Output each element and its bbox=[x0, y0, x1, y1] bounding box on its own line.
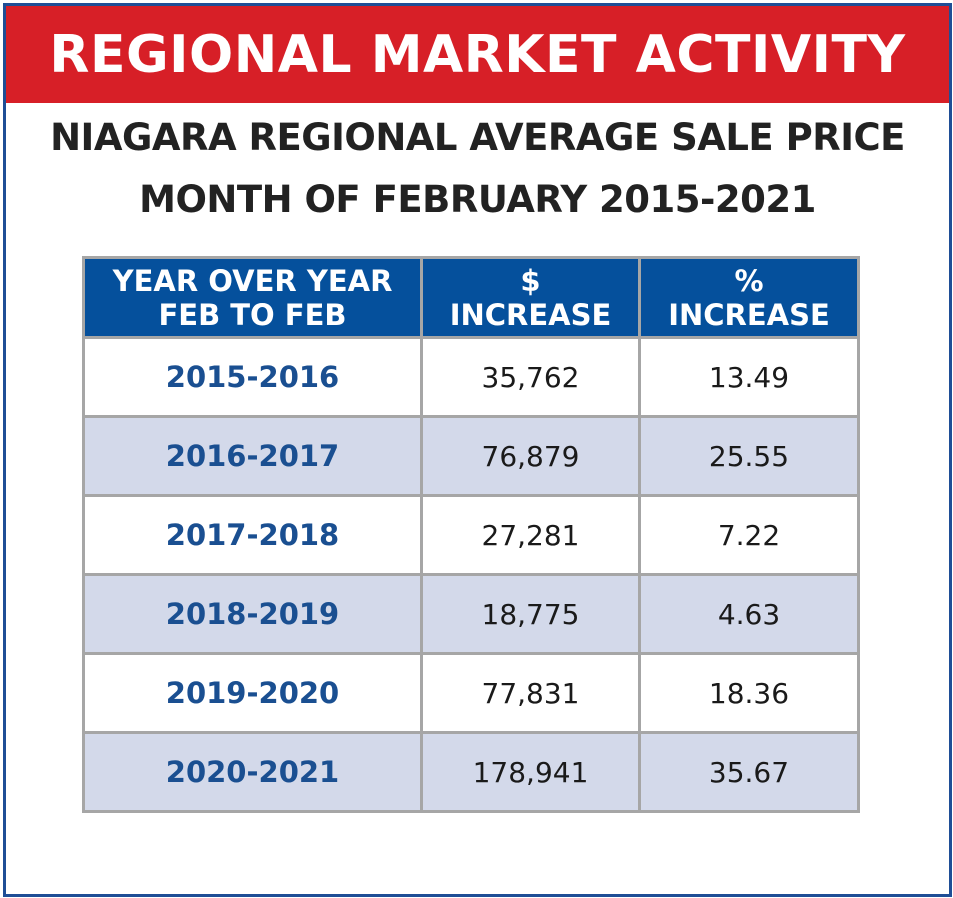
row-dollar-increase: 18,775 bbox=[420, 573, 641, 655]
header-dollar-symbol: $ bbox=[520, 263, 541, 298]
row-percent-increase: 4.63 bbox=[638, 573, 860, 655]
row-percent-increase: 35.67 bbox=[638, 731, 860, 813]
row-percent-increase: 7.22 bbox=[638, 494, 860, 576]
table-row: 2019-2020 77,831 18.36 bbox=[82, 652, 860, 734]
table-row: 2016-2017 76,879 25.55 bbox=[82, 415, 860, 497]
banner-title: REGIONAL MARKET ACTIVITY bbox=[6, 6, 949, 103]
row-dollar-increase: 27,281 bbox=[420, 494, 641, 576]
row-percent-increase: 13.49 bbox=[638, 336, 860, 418]
header-percent-symbol: % bbox=[734, 263, 764, 298]
row-period: 2018-2019 bbox=[82, 573, 423, 655]
header-percent-increase: % INCREASE bbox=[638, 256, 860, 339]
row-dollar-increase: 178,941 bbox=[420, 731, 641, 813]
row-percent-increase: 25.55 bbox=[638, 415, 860, 497]
row-period: 2020-2021 bbox=[82, 731, 423, 813]
header-year-over-year: YEAR OVER YEAR FEB TO FEB bbox=[82, 256, 423, 339]
row-dollar-increase: 35,762 bbox=[420, 336, 641, 418]
subtitle-line-2: MONTH OF FEBRUARY 2015-2021 bbox=[139, 178, 816, 221]
table-row: 2020-2021 178,941 35.67 bbox=[82, 731, 860, 813]
header-dollar-label: INCREASE bbox=[449, 297, 612, 332]
row-period: 2019-2020 bbox=[82, 652, 423, 734]
table-row: 2018-2019 18,775 4.63 bbox=[82, 573, 860, 655]
row-period: 2016-2017 bbox=[82, 415, 423, 497]
header-year-line-2: FEB TO FEB bbox=[158, 297, 347, 332]
header-percent-label: INCREASE bbox=[668, 297, 830, 332]
header-dollar-increase: $ INCREASE bbox=[420, 256, 641, 339]
row-period: 2015-2016 bbox=[82, 336, 423, 418]
price-increase-table: YEAR OVER YEAR FEB TO FEB $ INCREASE % I… bbox=[82, 256, 860, 813]
row-percent-increase: 18.36 bbox=[638, 652, 860, 734]
table-header-row: YEAR OVER YEAR FEB TO FEB $ INCREASE % I… bbox=[82, 256, 860, 339]
header-year-line-1: YEAR OVER YEAR bbox=[112, 263, 393, 298]
table-row: 2015-2016 35,762 13.49 bbox=[82, 336, 860, 418]
subtitle-line-1: NIAGARA REGIONAL AVERAGE SALE PRICE bbox=[50, 116, 905, 159]
row-dollar-increase: 76,879 bbox=[420, 415, 641, 497]
row-period: 2017-2018 bbox=[82, 494, 423, 576]
table-row: 2017-2018 27,281 7.22 bbox=[82, 494, 860, 576]
row-dollar-increase: 77,831 bbox=[420, 652, 641, 734]
